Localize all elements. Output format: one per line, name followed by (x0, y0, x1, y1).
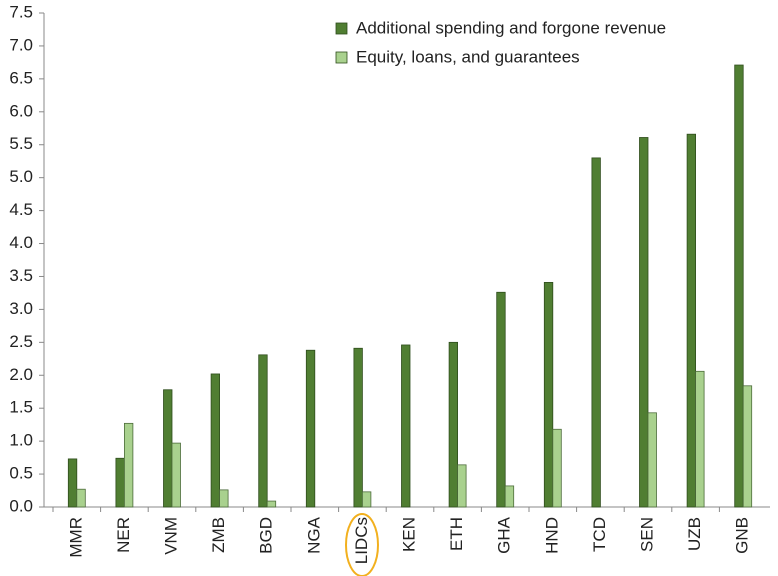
legend-label: Additional spending and forgone revenue (356, 18, 666, 37)
x-tick-label: GNB (733, 517, 752, 554)
x-tick-label: BGD (257, 517, 276, 554)
bar (496, 291, 506, 508)
bar (504, 485, 515, 508)
x-tick-label: HND (542, 517, 561, 554)
y-tick-label: 7.0 (9, 35, 33, 54)
x-tick-label: ETH (447, 517, 466, 551)
x-tick-label: UZB (685, 517, 704, 551)
y-tick-label: 1.0 (9, 431, 33, 450)
y-tick-label: 2.0 (9, 365, 33, 384)
bar (457, 464, 467, 508)
y-tick-label: 5.5 (9, 134, 33, 153)
bar (543, 281, 554, 508)
bar (305, 349, 316, 508)
bar (361, 491, 372, 508)
bar (67, 458, 78, 508)
y-tick-label: 6.0 (9, 101, 33, 120)
bar (124, 422, 134, 508)
bar (219, 489, 229, 508)
y-tick-label: 0.0 (9, 496, 33, 515)
x-tick-label: ZMB (209, 517, 228, 553)
bar (353, 347, 363, 508)
bar (742, 385, 753, 508)
bar (115, 457, 125, 508)
y-tick-label: 4.0 (9, 233, 33, 252)
y-tick-label: 3.5 (9, 266, 33, 285)
bar (258, 354, 268, 508)
bar (695, 370, 705, 508)
y-tick-label: 3.0 (9, 299, 33, 318)
y-tick-label: 5.0 (9, 167, 33, 186)
bar (647, 412, 657, 508)
x-tick-label: NER (114, 517, 133, 553)
x-tick-label: SEN (637, 517, 656, 552)
bar (171, 442, 181, 508)
y-tick-label: 6.5 (9, 68, 33, 87)
bar (210, 373, 221, 508)
bar (448, 341, 459, 508)
x-tick-label: NGA (304, 516, 323, 554)
bar (552, 428, 562, 508)
y-tick-label: 2.5 (9, 332, 33, 351)
bar (686, 133, 696, 508)
legend-swatch (335, 22, 348, 35)
x-tick-label: GHA (495, 516, 514, 554)
x-tick-label: MMR (66, 517, 85, 558)
y-tick-label: 4.5 (9, 200, 33, 219)
y-tick-label: 7.5 (9, 2, 33, 21)
bar (76, 488, 86, 508)
x-tick-label: KEN (399, 517, 418, 552)
highlight-circle (345, 513, 379, 576)
y-tick-label: 1.5 (9, 398, 33, 417)
bar (163, 389, 173, 508)
bar (734, 64, 744, 508)
bar (639, 137, 649, 508)
x-tick-label: LIDCs (352, 517, 371, 564)
legend-swatch (335, 51, 348, 64)
bar (401, 344, 411, 508)
y-tick-label: 0.5 (9, 464, 33, 483)
bar (266, 500, 277, 508)
x-tick-label: VNM (161, 517, 180, 555)
bar (591, 157, 601, 508)
x-tick-label: TCD (590, 517, 609, 552)
legend-label: Equity, loans, and guarantees (356, 47, 580, 66)
